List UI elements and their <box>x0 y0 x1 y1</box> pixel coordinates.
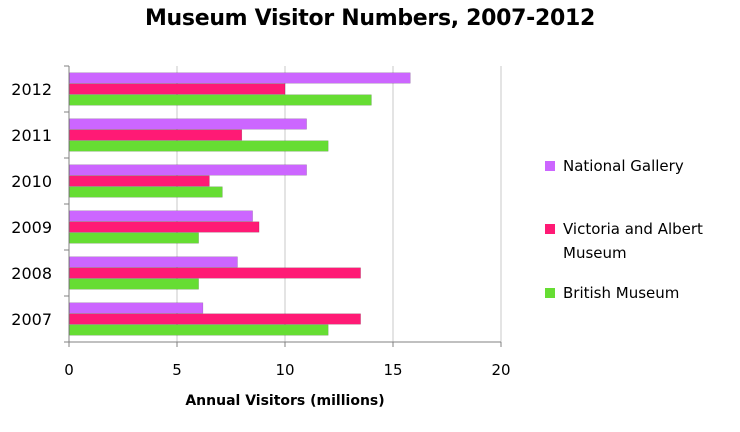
y-tick-label-2012: 2012 <box>11 80 52 99</box>
bar-2012-series-1 <box>69 83 286 95</box>
bar-2011-series-2 <box>69 140 329 152</box>
bar-2010-series-0 <box>69 164 307 176</box>
bar-2009-series-2 <box>69 232 199 244</box>
bar-2007-series-1 <box>69 313 361 325</box>
bar-2008-series-1 <box>69 267 361 279</box>
bar-2010-series-1 <box>69 175 210 187</box>
bar-2012-series-0 <box>69 72 411 84</box>
legend-label-national-gallery: National Gallery <box>563 157 684 175</box>
legend-label-british-museum: British Museum <box>563 284 680 302</box>
bar-2007-series-0 <box>69 302 204 314</box>
y-tick-label-2007: 2007 <box>11 310 52 329</box>
x-tick-label: 15 <box>383 361 402 379</box>
bar-2007-series-2 <box>69 324 329 336</box>
x-axis-label: Annual Visitors (millions) <box>185 393 385 409</box>
legend-item-national-gallery: National Gallery <box>545 154 728 178</box>
legend-item-british-museum: British Museum <box>545 281 728 305</box>
x-tick-label: 10 <box>275 361 294 379</box>
legend-swatch-national-gallery <box>545 161 555 171</box>
x-tick-label: 20 <box>491 361 510 379</box>
y-tick-label-2011: 2011 <box>11 126 52 145</box>
legend-item-victoria-and-albert: Victoria and Albert Museum <box>545 217 728 265</box>
y-tick-label-2008: 2008 <box>11 264 52 283</box>
bar-2008-series-2 <box>69 278 199 290</box>
x-tick-label: 0 <box>64 361 74 379</box>
legend-swatch-british-museum <box>545 288 555 298</box>
legend-label-victoria-and-albert: Victoria and Albert Museum <box>563 220 703 262</box>
bar-2012-series-2 <box>69 94 372 106</box>
x-tick-label: 5 <box>172 361 182 379</box>
chart-title: Museum Visitor Numbers, 2007-2012 <box>144 6 596 31</box>
bar-2010-series-2 <box>69 186 223 198</box>
y-tick-label-2010: 2010 <box>11 172 52 191</box>
bar-2009-series-0 <box>69 210 253 222</box>
bar-2008-series-0 <box>69 256 238 268</box>
bar-2009-series-1 <box>69 221 260 233</box>
bar-2011-series-0 <box>69 118 307 130</box>
bar-2011-series-1 <box>69 129 243 141</box>
legend-swatch-victoria-and-albert <box>545 224 555 234</box>
y-tick-label-2009: 2009 <box>11 218 52 237</box>
